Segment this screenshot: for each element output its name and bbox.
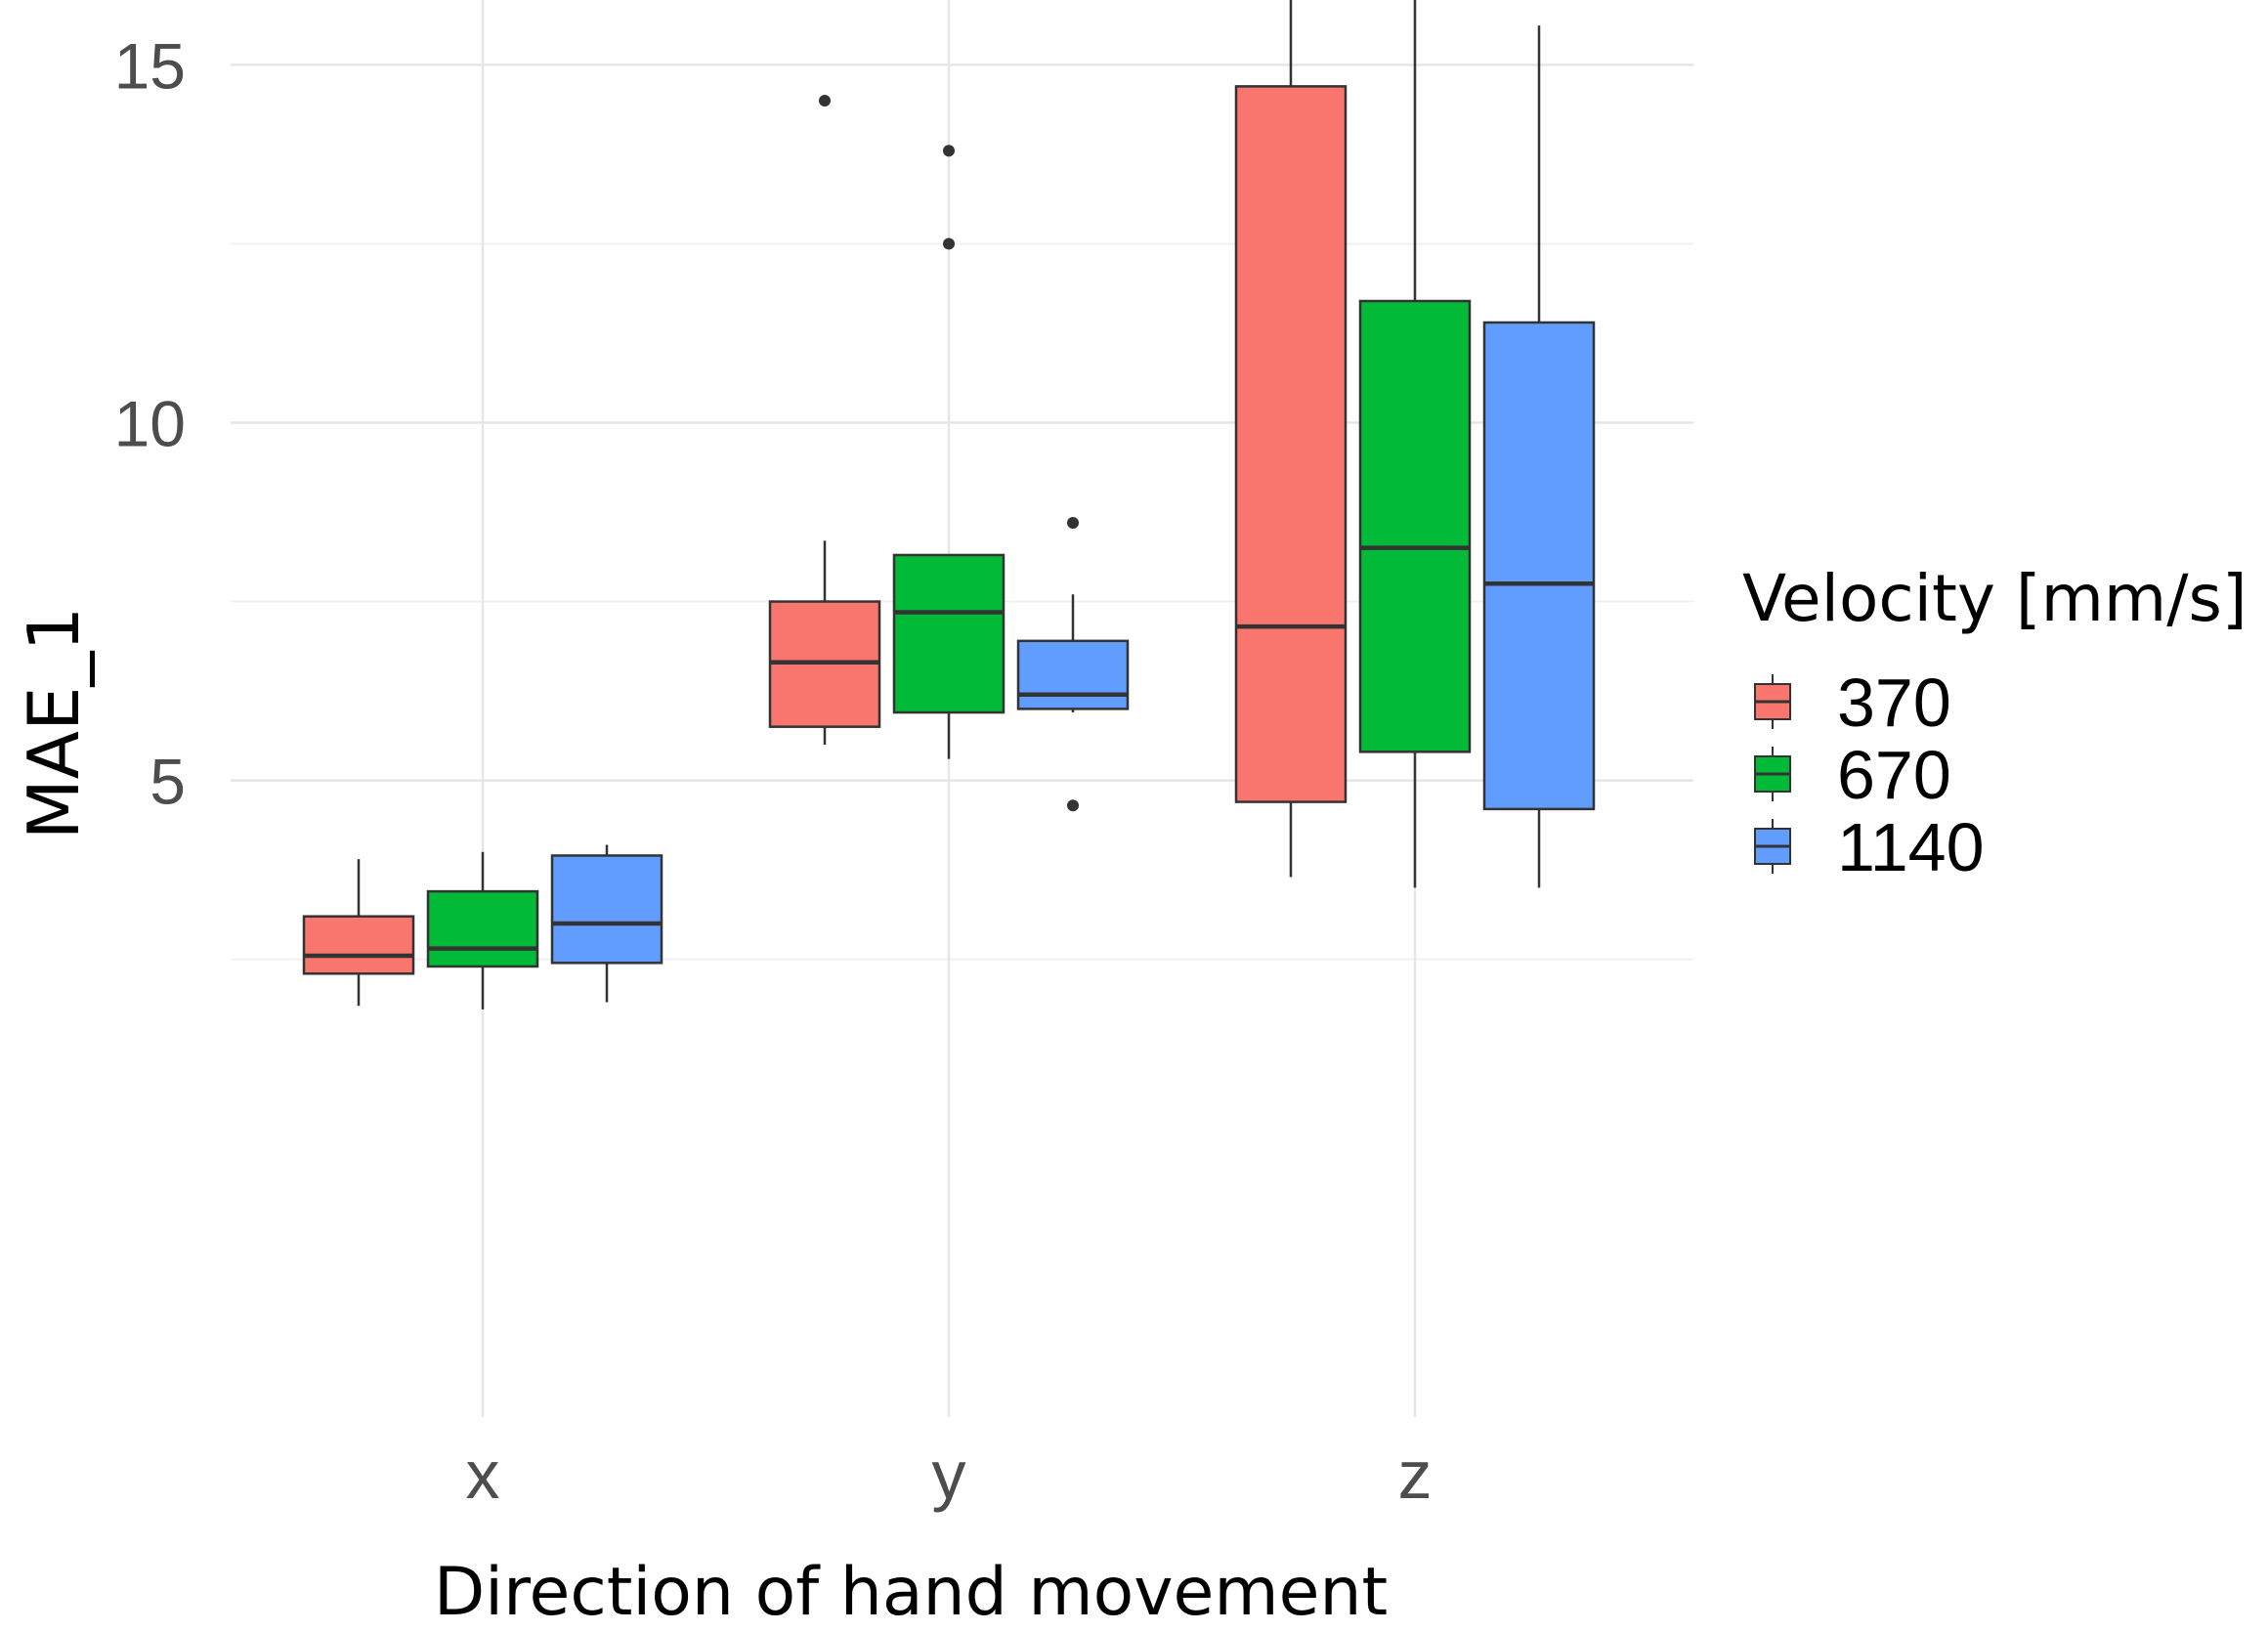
- outlier-point: [1067, 517, 1079, 530]
- box-670-z: [1358, 0, 1472, 888]
- iqr-box: [1234, 85, 1348, 803]
- box-layer: [302, 0, 1596, 1009]
- iqr-box: [892, 553, 1006, 714]
- x-tick-label: x: [466, 1437, 500, 1513]
- iqr-box: [1482, 321, 1596, 811]
- x-tick-label: y: [932, 1437, 966, 1513]
- outlier-point: [943, 145, 955, 157]
- box-370-x: [302, 859, 415, 1007]
- box-1140-x: [550, 844, 663, 1003]
- legend-item-1140: 1140: [1754, 809, 1985, 885]
- tick-layer: 5101520xyz: [114, 29, 1433, 1513]
- y-axis-title: MAE_1: [13, 607, 95, 840]
- legend-label: 670: [1837, 737, 1951, 813]
- x-axis-title: Direction of hand movement: [434, 1554, 1388, 1631]
- legend-title: Velocity [mm/s]: [1742, 561, 2247, 636]
- y-tick-label: 5: [150, 746, 186, 818]
- box-670-x: [426, 851, 539, 1009]
- box-1140-y: [1016, 517, 1130, 812]
- outlier-point: [819, 95, 831, 107]
- x-tick-label: z: [1398, 1437, 1433, 1513]
- box-670-y: [892, 145, 1006, 759]
- iqr-box: [302, 915, 415, 975]
- outlier-point: [1067, 799, 1079, 812]
- iqr-box: [426, 889, 539, 968]
- box-370-y: [768, 95, 881, 745]
- box-370-z: [1234, 0, 1348, 878]
- legend-label: 370: [1837, 665, 1951, 741]
- y-tick-label: 15: [114, 29, 186, 102]
- outlier-point: [943, 237, 955, 250]
- iqr-box: [550, 854, 663, 965]
- iqr-box: [1358, 299, 1472, 753]
- iqr-box: [1016, 639, 1130, 710]
- legend-label: 1140: [1837, 809, 1985, 885]
- legend-item-370: 370: [1754, 665, 1951, 741]
- box-1140-z: [1482, 25, 1596, 888]
- legend-item-670: 670: [1754, 737, 1951, 813]
- y-tick-label: 10: [114, 388, 186, 460]
